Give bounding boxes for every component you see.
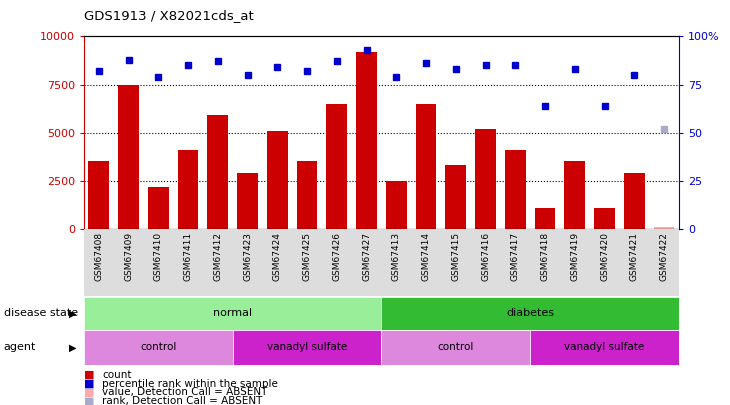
Text: control: control: [140, 342, 177, 352]
Bar: [207, 115, 228, 229]
Bar: [296, 162, 318, 229]
Text: GSM67420: GSM67420: [600, 232, 609, 281]
Text: GSM67409: GSM67409: [124, 232, 133, 281]
Text: ■: ■: [84, 379, 94, 388]
Text: GSM67424: GSM67424: [273, 232, 282, 281]
Bar: [445, 165, 466, 229]
Text: value, Detection Call = ABSENT: value, Detection Call = ABSENT: [102, 388, 268, 397]
Text: percentile rank within the sample: percentile rank within the sample: [102, 379, 278, 388]
Bar: [381, 330, 530, 364]
Text: control: control: [437, 342, 474, 352]
Text: ▶: ▶: [69, 309, 77, 318]
Text: GSM67425: GSM67425: [302, 232, 312, 281]
Text: diabetes: diabetes: [506, 309, 554, 318]
Bar: [505, 150, 526, 229]
Text: normal: normal: [213, 309, 253, 318]
Bar: [237, 173, 258, 229]
Bar: [88, 162, 110, 229]
Bar: [564, 162, 585, 229]
Text: ▶: ▶: [69, 342, 77, 352]
Text: ■: ■: [84, 370, 94, 379]
Bar: [118, 85, 139, 229]
Text: ■: ■: [84, 388, 94, 397]
Text: GSM67421: GSM67421: [630, 232, 639, 281]
Text: GSM67426: GSM67426: [332, 232, 342, 281]
Bar: [177, 150, 199, 229]
Text: GDS1913 / X82021cds_at: GDS1913 / X82021cds_at: [84, 9, 254, 22]
Text: GSM67416: GSM67416: [481, 232, 490, 281]
Text: ■: ■: [84, 396, 94, 405]
Text: agent: agent: [4, 342, 36, 352]
Text: GSM67411: GSM67411: [183, 232, 193, 281]
Text: disease state: disease state: [4, 309, 78, 318]
Bar: [653, 227, 675, 229]
Bar: [148, 186, 169, 229]
Text: GSM67412: GSM67412: [213, 232, 223, 281]
Bar: [594, 208, 615, 229]
Text: count: count: [102, 370, 131, 379]
Text: GSM67408: GSM67408: [94, 232, 104, 281]
Text: vanadyl sulfate: vanadyl sulfate: [564, 342, 645, 352]
Bar: [386, 181, 407, 229]
Text: GSM67418: GSM67418: [540, 232, 550, 281]
Bar: [233, 330, 381, 364]
Text: GSM67414: GSM67414: [421, 232, 431, 281]
Bar: [415, 104, 437, 229]
Text: GSM67419: GSM67419: [570, 232, 580, 281]
Bar: [84, 330, 233, 364]
Text: GSM67427: GSM67427: [362, 232, 371, 281]
Bar: [530, 330, 679, 364]
Text: GSM67410: GSM67410: [154, 232, 163, 281]
Bar: [624, 173, 645, 229]
Text: rank, Detection Call = ABSENT: rank, Detection Call = ABSENT: [102, 396, 263, 405]
Bar: [84, 297, 381, 330]
Bar: [475, 129, 496, 229]
Text: vanadyl sulfate: vanadyl sulfate: [267, 342, 347, 352]
Bar: [356, 52, 377, 229]
Bar: [381, 297, 679, 330]
Text: GSM67422: GSM67422: [659, 232, 669, 281]
Bar: [267, 131, 288, 229]
Bar: [534, 208, 556, 229]
Text: GSM67413: GSM67413: [392, 232, 401, 281]
Text: GSM67417: GSM67417: [511, 232, 520, 281]
Bar: [326, 104, 347, 229]
Text: GSM67423: GSM67423: [243, 232, 252, 281]
Text: GSM67415: GSM67415: [451, 232, 461, 281]
